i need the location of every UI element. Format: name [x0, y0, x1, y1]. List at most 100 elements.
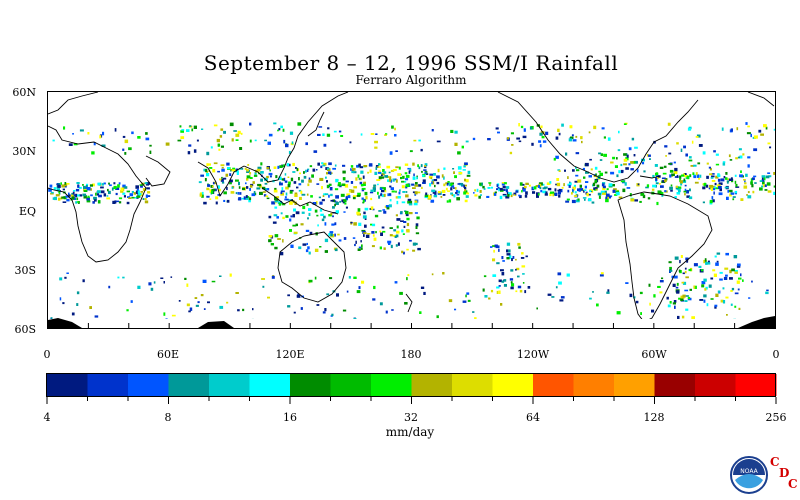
rain-pixel: [701, 281, 706, 285]
rain-pixel: [307, 168, 310, 171]
rain-pixel: [381, 194, 386, 198]
rain-pixel: [767, 190, 772, 193]
rain-pixel: [277, 129, 279, 132]
rain-pixel: [669, 186, 673, 190]
rain-pixel: [138, 193, 142, 196]
rain-pixel: [328, 194, 330, 198]
rain-pixel: [124, 152, 127, 155]
rain-pixel: [558, 281, 562, 285]
rain-pixel: [448, 299, 453, 303]
rain-pixel: [62, 201, 67, 203]
rain-pixel: [309, 165, 313, 168]
rain-pixel: [383, 210, 387, 214]
rain-pixel: [395, 234, 399, 238]
rain-pixel: [606, 291, 610, 294]
rain-pixel: [222, 180, 224, 183]
rain-pixel: [734, 305, 737, 308]
rain-pixel: [573, 195, 578, 197]
rain-pixel: [361, 187, 366, 190]
rain-pixel: [714, 304, 718, 307]
rain-pixel: [379, 302, 383, 306]
rain-pixel: [516, 267, 520, 271]
rain-pixel: [287, 199, 292, 201]
rain-pixel: [124, 186, 128, 189]
rain-pixel: [268, 133, 273, 137]
rain-pixel: [686, 195, 690, 198]
rain-pixel: [355, 177, 358, 181]
rain-pixel: [718, 182, 723, 185]
rain-pixel: [376, 179, 381, 181]
rain-pixel: [715, 163, 720, 166]
rain-pixel: [431, 273, 434, 276]
rain-pixel: [72, 191, 75, 195]
rain-pixel: [122, 135, 126, 138]
rain-pixel: [263, 188, 268, 190]
rain-pixel: [144, 182, 148, 185]
coast-africa: [47, 125, 147, 263]
rain-pixel: [301, 193, 306, 196]
rain-pixel: [494, 193, 497, 196]
rain-pixel: [738, 148, 742, 151]
rain-pixel: [235, 133, 240, 137]
rain-pixel: [139, 184, 143, 186]
rain-pixel: [223, 191, 227, 195]
rain-pixel: [73, 190, 76, 192]
rain-pixel: [680, 182, 683, 186]
rain-pixel: [364, 224, 367, 228]
rain-pixel: [363, 232, 367, 235]
rain-pixel: [464, 178, 466, 182]
rain-pixel: [605, 199, 609, 203]
rain-pixel: [730, 192, 735, 195]
rain-pixel: [275, 175, 278, 179]
rain-pixel: [358, 222, 362, 226]
rain-pixel: [274, 196, 276, 201]
rain-pixel: [719, 271, 723, 274]
rain-pixel: [326, 172, 328, 175]
rain-pixel: [547, 293, 552, 296]
rain-pixel: [385, 310, 388, 314]
rain-pixel: [572, 189, 574, 193]
rain-pixel: [221, 181, 225, 184]
rain-pixel: [369, 191, 374, 194]
rain-pixel: [616, 191, 619, 196]
rain-pixel: [701, 269, 704, 272]
rain-pixel: [516, 137, 520, 140]
rain-pixel: [122, 276, 125, 279]
rain-pixel: [750, 178, 753, 182]
rain-pixel: [558, 132, 561, 136]
rain-pixel: [213, 124, 218, 127]
rain-pixel: [664, 190, 667, 193]
rain-pixel: [327, 127, 330, 130]
rain-pixel: [484, 295, 488, 298]
rain-pixel: [473, 192, 475, 194]
rain-pixel: [430, 177, 432, 180]
rain-pixel: [555, 155, 559, 159]
rain-pixel: [585, 181, 589, 183]
rain-pixel: [616, 174, 619, 178]
rain-pixel: [314, 209, 318, 213]
rain-pixel: [378, 210, 382, 212]
lat-label-60s: 60S: [14, 323, 36, 336]
rain-pixel: [678, 269, 681, 273]
rain-pixel: [365, 196, 368, 200]
rain-pixel: [595, 187, 598, 191]
rain-pixel: [655, 172, 659, 176]
rain-pixel: [261, 186, 266, 190]
rain-pixel: [499, 187, 503, 191]
rain-pixel: [331, 223, 335, 226]
rain-pixel: [728, 178, 733, 181]
rain-pixel: [694, 181, 699, 184]
rain-pixel: [675, 286, 679, 289]
rain-pixel: [294, 201, 297, 205]
rain-pixel: [429, 183, 432, 187]
rain-pixel: [688, 268, 692, 272]
rain-pixel: [424, 172, 427, 174]
rain-pixel: [273, 122, 277, 125]
coast-australia: [277, 231, 347, 303]
rain-pixel: [342, 164, 346, 167]
rain-pixel: [684, 300, 688, 302]
rain-pixel: [694, 285, 697, 289]
rain-pixel: [414, 184, 419, 187]
rain-pixel: [117, 184, 120, 188]
rain-pixel: [231, 169, 236, 172]
